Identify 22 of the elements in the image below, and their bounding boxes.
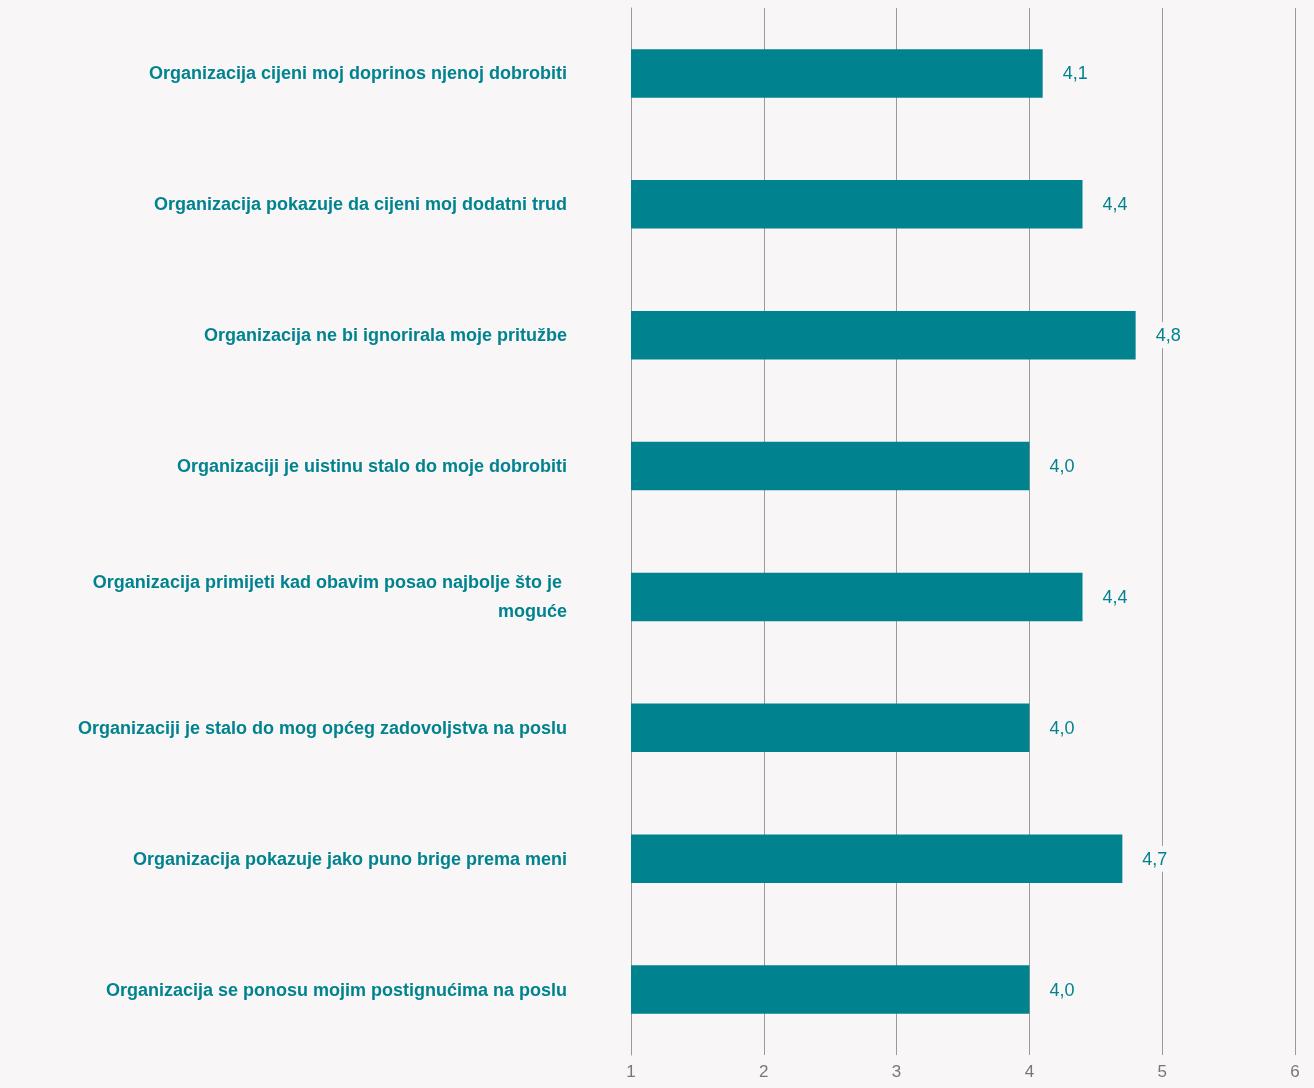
data-label: 4,0 xyxy=(1049,979,1075,1000)
y-tick-label: Organizacija primijeti kad obavim posao najbolje što je moguće xyxy=(92,572,567,622)
x-tick-label: 1 xyxy=(626,1062,636,1081)
data-label: 4,0 xyxy=(1049,717,1075,738)
x-tick-label: 2 xyxy=(759,1062,769,1081)
y-tick-label: Organizaciji je uistinu stalo do moje dobrobiti xyxy=(176,456,567,477)
x-tick-label: 4 xyxy=(1024,1062,1035,1081)
x-tick-label: 3 xyxy=(891,1062,902,1081)
data-label: 4,7 xyxy=(1142,848,1168,869)
y-tick-label: Organizacija cijeni moj doprinos njenoj dobrobiti xyxy=(148,63,567,84)
x-tick-label: 5 xyxy=(1157,1062,1167,1081)
data-label: 4,0 xyxy=(1049,456,1075,477)
data-label: 4,8 xyxy=(1155,325,1181,346)
y-tick-label: Organizaciji je stalo do mog općeg zadovoljstva na poslu xyxy=(77,717,567,738)
y-tick-label: Organizacija pokazuje da cijeni moj dodatni trud xyxy=(153,194,567,215)
data-label: 4,1 xyxy=(1062,63,1088,84)
y-tick-label: Organizacija pokazuje jako puno brige prema meni xyxy=(132,848,567,869)
data-label: 4,4 xyxy=(1102,194,1128,215)
y-tick-label: Organizacija ne bi ignorirala moje pritužbe xyxy=(203,325,567,346)
x-tick-label: 6 xyxy=(1290,1062,1300,1081)
y-tick-label: Organizacija se ponosu mojim postignućima na poslu xyxy=(105,979,567,1000)
data-label: 4,4 xyxy=(1102,586,1128,607)
